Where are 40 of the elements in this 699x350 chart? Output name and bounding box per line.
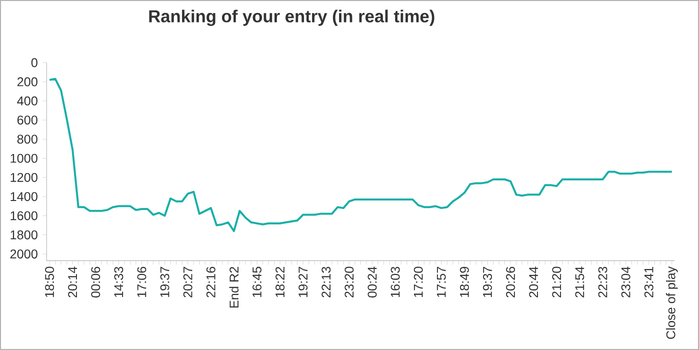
- x-tick-label: 19:27: [298, 266, 308, 298]
- x-tick-label: 21:20: [552, 266, 562, 298]
- x-tick-label: 20:26: [506, 266, 516, 298]
- x-tick-label: 19:37: [483, 266, 492, 298]
- x-tick-label: 17:57: [436, 266, 446, 298]
- y-tick-label: 600: [17, 116, 38, 125]
- x-tick-label: 23:04: [621, 266, 630, 298]
- y-tick-label: 1600: [10, 211, 38, 220]
- x-tick-label: 20:44: [529, 266, 538, 298]
- x-tick-label: 18:22: [276, 266, 285, 298]
- x-tick-label: 18:49: [460, 266, 469, 298]
- y-tick-label: 1000: [10, 154, 38, 163]
- x-tick-label: 20:27: [183, 266, 192, 298]
- x-tick-label: 19:37: [160, 266, 170, 298]
- y-tick-label: 200: [17, 77, 38, 86]
- y-tick-label: 1800: [10, 230, 38, 240]
- x-tick-label: 18:50: [45, 266, 54, 298]
- y-tick-label: 1200: [10, 172, 38, 182]
- x-tick-label: 22:13: [322, 266, 331, 298]
- x-tick-label: 22:16: [206, 266, 216, 298]
- x-tick-label: End R2: [229, 266, 239, 308]
- x-tick-label: 23:41: [644, 266, 654, 298]
- chart-title: Ranking of your entry (in real time): [149, 10, 434, 26]
- x-tick-label: 16:45: [252, 266, 262, 298]
- y-tick-label: 2000: [10, 250, 38, 258]
- x-tick-label: 23:20: [344, 266, 354, 298]
- y-tick-label: 0: [31, 58, 38, 68]
- x-tick-label: 21:54: [575, 266, 584, 298]
- y-tick-label: 800: [17, 134, 38, 144]
- x-tick-label: Close of play: [666, 266, 678, 339]
- x-tick-label: 00:24: [368, 266, 377, 298]
- x-tick-label: 17:20: [414, 266, 423, 298]
- x-tick-label: 14:33: [114, 266, 124, 298]
- x-tick-label: 16:03: [390, 266, 400, 298]
- y-tick-label: 400: [17, 96, 38, 106]
- x-tick-label: 17:06: [137, 266, 146, 298]
- x-tick-label: 22:23: [598, 266, 608, 298]
- x-tick-label: 00:06: [91, 266, 100, 298]
- x-tick-label: 20:14: [68, 266, 78, 298]
- y-tick-label: 1400: [10, 192, 38, 202]
